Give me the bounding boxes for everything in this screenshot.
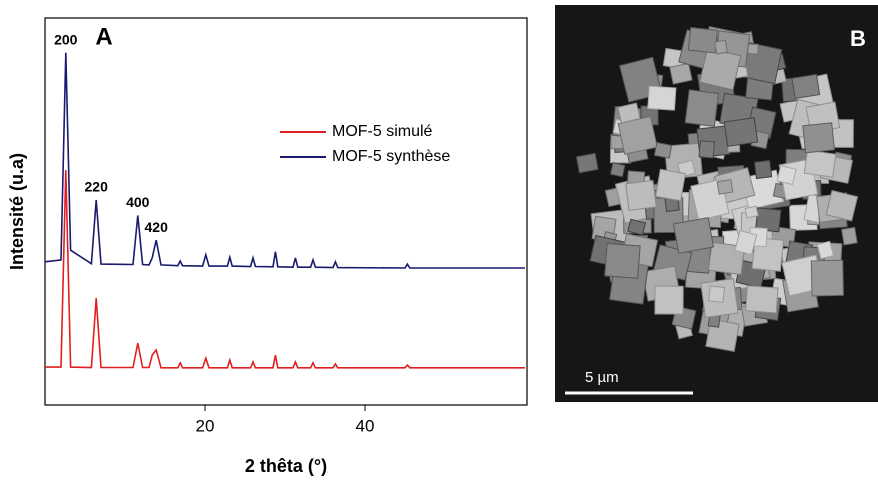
peak-label: 220 (85, 179, 109, 195)
crystal (734, 229, 758, 256)
crystal (791, 73, 821, 100)
crystal (708, 285, 726, 303)
crystal (753, 159, 773, 180)
crystal (575, 152, 599, 174)
crystal (747, 43, 759, 55)
crystal (825, 189, 859, 222)
panel-label: B (850, 26, 866, 51)
crystal (654, 285, 684, 315)
crystal (776, 165, 797, 186)
series-line (45, 170, 525, 369)
crystal (687, 26, 718, 54)
legend-label: MOF-5 synthèse (332, 148, 450, 165)
scale-bar-label: 5 µm (585, 369, 619, 386)
crystal (617, 102, 641, 124)
crystal (672, 217, 715, 254)
y-axis-label: Intensité (u.a) (7, 153, 27, 270)
peak-label: 400 (126, 194, 150, 210)
peak-label: 200 (54, 32, 78, 48)
crystal (653, 141, 673, 159)
crystal (655, 168, 686, 202)
crystal (698, 140, 716, 159)
sem-crystals (575, 26, 859, 352)
crystal (802, 122, 836, 154)
crystal (816, 240, 835, 260)
legend-label: MOF-5 simulé (332, 123, 433, 140)
series-line (44, 52, 525, 269)
crystal (841, 226, 858, 246)
panel-label: A (95, 23, 112, 50)
crystal (647, 85, 677, 111)
crystal (745, 285, 779, 314)
x-tick-label: 20 (196, 416, 215, 435)
crystal (716, 178, 734, 195)
crystal (609, 162, 626, 178)
plot-frame (44, 17, 528, 406)
peak-label: 420 (145, 219, 169, 235)
x-tick-label: 40 (356, 416, 375, 435)
crystal (744, 205, 759, 219)
crystal (627, 218, 647, 236)
crystal (604, 242, 641, 279)
crystal (723, 117, 759, 147)
crystal (705, 318, 740, 352)
x-axis-label: 2 thêta (°) (245, 456, 327, 476)
crystal (803, 149, 837, 178)
crystal (625, 179, 657, 211)
crystal (810, 259, 844, 297)
crystal (669, 62, 693, 85)
crystal (699, 47, 742, 91)
crystal (714, 39, 728, 55)
crystal (684, 89, 720, 127)
